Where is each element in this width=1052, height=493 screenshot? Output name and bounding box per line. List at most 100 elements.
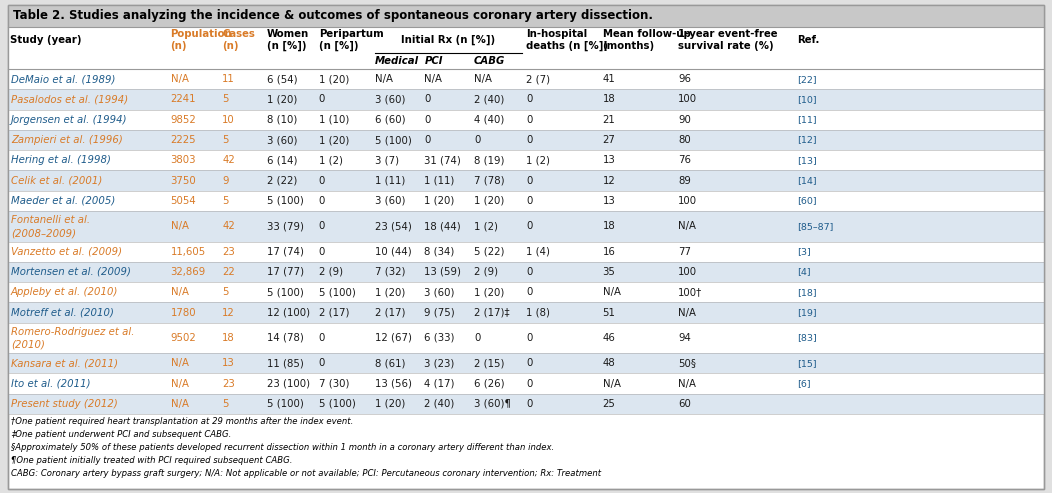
Text: 41: 41 (603, 74, 615, 84)
Bar (8, 242, 1044, 262)
Text: 27: 27 (603, 135, 615, 145)
Text: N/A: N/A (170, 379, 188, 388)
Text: Initial Rx (n [%]): Initial Rx (n [%]) (401, 35, 495, 45)
Bar (8, 109, 1044, 130)
Text: Vanzetto et al. (2009): Vanzetto et al. (2009) (11, 246, 122, 257)
Text: Appleby et al. (2010): Appleby et al. (2010) (11, 287, 119, 297)
Text: 23: 23 (222, 379, 236, 388)
Text: 2 (22): 2 (22) (267, 176, 298, 186)
Text: [60]: [60] (797, 196, 817, 206)
Text: N/A: N/A (679, 379, 696, 388)
Text: 10: 10 (222, 115, 236, 125)
Text: 17 (77): 17 (77) (267, 267, 304, 277)
Text: 12 (100): 12 (100) (267, 308, 310, 317)
Bar (8, 171, 1044, 191)
Text: 18: 18 (603, 95, 615, 105)
Text: 46: 46 (603, 333, 615, 343)
Text: [6]: [6] (797, 379, 811, 388)
Bar (8, 282, 1044, 302)
Text: Motreff et al. (2010): Motreff et al. (2010) (11, 308, 114, 317)
Text: N/A: N/A (170, 221, 188, 231)
Bar (8, 130, 1044, 150)
Text: 12 (67): 12 (67) (375, 333, 411, 343)
Text: [83]: [83] (797, 333, 817, 343)
Text: CABG: CABG (474, 56, 505, 66)
Text: 9852: 9852 (170, 115, 197, 125)
Bar (8, 323, 1044, 353)
Text: 1 (20): 1 (20) (319, 135, 349, 145)
Text: 7 (32): 7 (32) (375, 267, 405, 277)
Text: 1 (8): 1 (8) (526, 308, 550, 317)
Text: 1 (4): 1 (4) (526, 246, 550, 257)
Text: 2 (17): 2 (17) (375, 308, 405, 317)
Text: 90: 90 (679, 115, 691, 125)
Text: 21: 21 (603, 115, 615, 125)
Text: 1 (2): 1 (2) (319, 155, 343, 165)
Text: 0: 0 (526, 115, 532, 125)
Text: N/A: N/A (170, 399, 188, 409)
Bar (8, 262, 1044, 282)
Text: 18 (44): 18 (44) (424, 221, 461, 231)
Text: 6 (14): 6 (14) (267, 155, 298, 165)
Text: 2 (40): 2 (40) (474, 95, 505, 105)
Text: Medical: Medical (375, 56, 419, 66)
Text: 35: 35 (603, 267, 615, 277)
Text: 10 (44): 10 (44) (375, 246, 411, 257)
Text: 1 (2): 1 (2) (526, 155, 550, 165)
Text: 1 (11): 1 (11) (424, 176, 454, 186)
Text: 13: 13 (603, 196, 615, 206)
Text: 5: 5 (222, 135, 229, 145)
Text: 18: 18 (603, 221, 615, 231)
Text: Celik et al. (2001): Celik et al. (2001) (11, 176, 102, 186)
Text: [10]: [10] (797, 95, 817, 104)
Text: N/A: N/A (170, 74, 188, 84)
Text: 13 (59): 13 (59) (424, 267, 462, 277)
Text: 12: 12 (222, 308, 236, 317)
Text: 0: 0 (319, 246, 325, 257)
Text: 96: 96 (679, 74, 691, 84)
Text: Pasalodos et al. (1994): Pasalodos et al. (1994) (11, 95, 128, 105)
Text: 9 (75): 9 (75) (424, 308, 456, 317)
Text: 50§: 50§ (679, 358, 696, 368)
Text: 5: 5 (222, 399, 229, 409)
Text: 42: 42 (222, 155, 236, 165)
Text: 0: 0 (319, 358, 325, 368)
Text: N/A: N/A (474, 74, 492, 84)
Text: [85–87]: [85–87] (797, 222, 834, 231)
Text: 2 (17): 2 (17) (319, 308, 349, 317)
Text: 100†: 100† (679, 287, 703, 297)
Text: [4]: [4] (797, 267, 811, 277)
Text: 2 (15): 2 (15) (474, 358, 505, 368)
Text: 0: 0 (319, 333, 325, 343)
Text: 32,869: 32,869 (170, 267, 206, 277)
Text: 7 (30): 7 (30) (319, 379, 349, 388)
Text: 25: 25 (603, 399, 615, 409)
Text: 23 (54): 23 (54) (375, 221, 411, 231)
Text: Romero-Rodriguez et al.
(2010): Romero-Rodriguez et al. (2010) (11, 327, 135, 350)
Text: 16: 16 (603, 246, 615, 257)
Text: Ref.: Ref. (797, 35, 820, 45)
Text: 0: 0 (474, 333, 481, 343)
Text: DeMaio et al. (1989): DeMaio et al. (1989) (11, 74, 116, 84)
Text: 5 (100): 5 (100) (267, 399, 304, 409)
Text: 11 (85): 11 (85) (267, 358, 304, 368)
Text: [3]: [3] (797, 247, 811, 256)
Text: Peripartum
(n [%]): Peripartum (n [%]) (319, 29, 384, 51)
Text: 33 (79): 33 (79) (267, 221, 304, 231)
Text: 13: 13 (603, 155, 615, 165)
Text: N/A: N/A (603, 287, 621, 297)
Text: Mortensen et al. (2009): Mortensen et al. (2009) (11, 267, 132, 277)
Text: 3 (7): 3 (7) (375, 155, 399, 165)
Text: 3 (60): 3 (60) (375, 95, 405, 105)
Text: Ito et al. (2011): Ito et al. (2011) (11, 379, 90, 388)
Text: N/A: N/A (170, 358, 188, 368)
Text: 100: 100 (679, 267, 697, 277)
Text: 0: 0 (526, 399, 532, 409)
Text: 9: 9 (222, 176, 229, 186)
Text: 3 (23): 3 (23) (424, 358, 454, 368)
Text: 0: 0 (526, 176, 532, 186)
Text: 3 (60): 3 (60) (267, 135, 298, 145)
Bar (8, 394, 1044, 414)
Text: 5054: 5054 (170, 196, 197, 206)
Bar (8, 5, 1044, 27)
